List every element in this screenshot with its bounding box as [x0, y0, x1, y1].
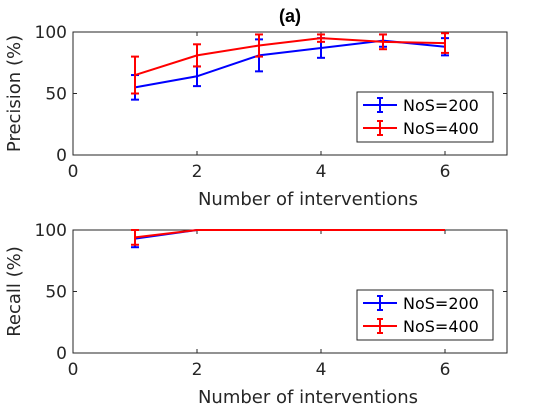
- x-axis-label: Number of interventions: [198, 387, 418, 408]
- panel-2: 0 2 4 6 0 50 100 Number of interventions Recall …: [4, 221, 508, 408]
- legend: NoS=200 NoS=400: [356, 91, 494, 143]
- series-line: [134, 37, 446, 77]
- series-line: [134, 229, 445, 239]
- series-2: [131, 32, 449, 95]
- series-2: [131, 229, 445, 246]
- x-tick-label: 6: [440, 162, 451, 182]
- y-tick-label: 50: [45, 85, 67, 105]
- x-axis-label: Number of interventions: [198, 189, 418, 210]
- chart-title: (a): [279, 6, 301, 26]
- x-tick-label: 2: [192, 162, 203, 182]
- series-1: [131, 33, 449, 101]
- legend-label: NoS=400: [403, 119, 479, 138]
- x-tick-label: 0: [68, 162, 79, 182]
- x-tick-label: 4: [316, 360, 327, 380]
- y-tick-label: 50: [45, 283, 67, 303]
- legend: NoS=200 NoS=400: [356, 289, 494, 341]
- y-axis-label: Precision (%): [4, 35, 25, 152]
- series-line: [134, 39, 446, 89]
- legend-label: NoS=200: [403, 96, 479, 115]
- x-tick-label: 6: [440, 360, 451, 380]
- y-tick-label: 0: [56, 146, 67, 166]
- legend-label: NoS=400: [403, 317, 479, 336]
- panel-1: 0 2 4 6 0 50 100 Number of interventions Precisi…: [4, 23, 508, 210]
- y-tick-label: 100: [35, 221, 67, 241]
- legend-label: NoS=200: [403, 294, 479, 313]
- x-tick-label: 2: [192, 360, 203, 380]
- y-tick-label: 100: [35, 23, 67, 43]
- y-axis-label: Recall (%): [4, 246, 25, 337]
- x-tick-label: 4: [316, 162, 327, 182]
- x-tick-label: 0: [68, 360, 79, 380]
- y-tick-label: 0: [56, 344, 67, 364]
